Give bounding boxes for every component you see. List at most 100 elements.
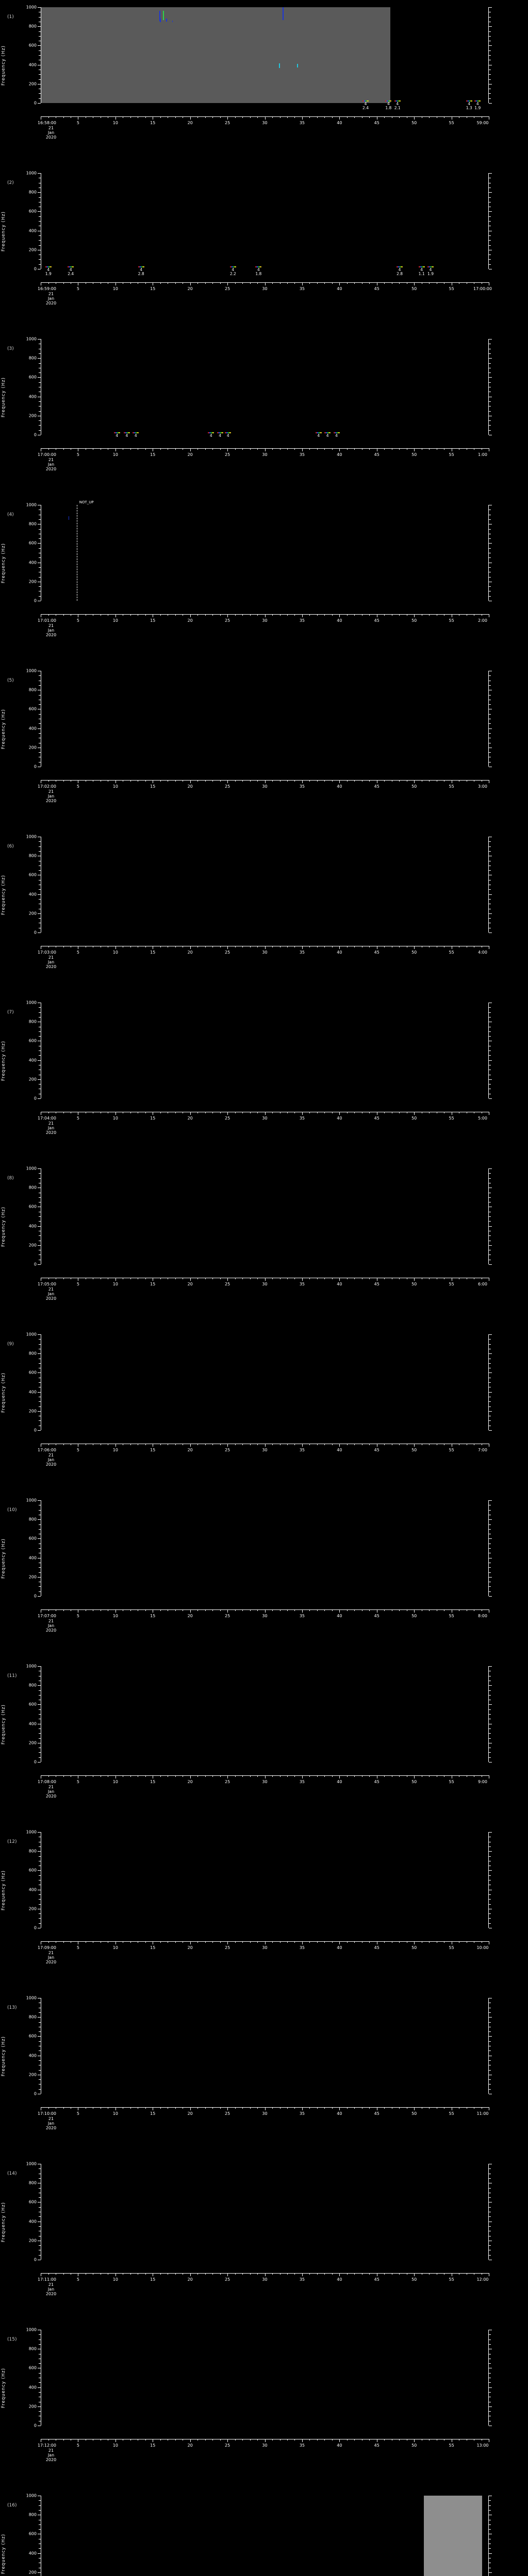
detection-marker: 4 2.4 bbox=[362, 100, 369, 110]
x-tick-label: 5 bbox=[76, 1614, 79, 1618]
x-tick bbox=[429, 1941, 430, 1943]
x-tick-label: 40 bbox=[337, 452, 342, 457]
y-tick bbox=[38, 103, 41, 104]
y-tick-label: 0 bbox=[34, 1096, 37, 1101]
x-tick bbox=[242, 1278, 243, 1279]
x-tick-label: 55 bbox=[449, 1448, 454, 1452]
x-axis-start-label: 17:01:00 bbox=[38, 618, 56, 623]
x-tick-label: 50 bbox=[411, 1780, 417, 1784]
y-tick-label: 800 bbox=[28, 1019, 37, 1024]
x-tick bbox=[205, 448, 206, 450]
y-tick bbox=[39, 1567, 41, 1568]
x-tick bbox=[384, 780, 385, 782]
x-axis-end-label: 1:00 bbox=[478, 452, 487, 457]
x-tick bbox=[287, 282, 288, 284]
x-tick bbox=[63, 2439, 64, 2441]
y-tick bbox=[38, 211, 41, 212]
x-tick-label: 20 bbox=[187, 1614, 193, 1618]
x-tick bbox=[175, 1941, 176, 1943]
y-tick bbox=[39, 1031, 41, 1032]
x-axis-start-label: 17:09:00 bbox=[38, 1945, 56, 1950]
x-tick-label: 15 bbox=[150, 2277, 156, 2282]
x-tick bbox=[302, 1775, 303, 1778]
x-tick bbox=[212, 116, 213, 118]
y-tick-label: 1000 bbox=[26, 1000, 37, 1005]
x-tick bbox=[190, 1775, 191, 1778]
y-axis-title: Frequency (Hz) bbox=[1, 709, 6, 750]
x-tick bbox=[63, 1775, 64, 1777]
x-axis-end-label: 5:00 bbox=[478, 1116, 487, 1121]
x-tick-label: 10 bbox=[112, 784, 118, 789]
x-tick bbox=[294, 1941, 295, 1943]
detection-color-bar bbox=[474, 100, 481, 101]
x-tick bbox=[339, 448, 340, 451]
x-tick bbox=[369, 2439, 370, 2441]
y-tick bbox=[39, 1690, 41, 1691]
y-tick-right bbox=[489, 675, 491, 676]
x-tick bbox=[272, 1444, 273, 1445]
y-tick bbox=[39, 425, 41, 426]
x-tick-label: 5 bbox=[76, 618, 79, 623]
x-tick-label: 5 bbox=[76, 1448, 79, 1452]
plot-background bbox=[41, 1003, 489, 1098]
y-tick-label: 600 bbox=[28, 706, 37, 711]
panel-12: (12) Frequency (Hz) 0 200 400 600 800 1000 17:09… bbox=[0, 1825, 528, 1991]
y-tick-right bbox=[489, 363, 491, 364]
y-tick bbox=[39, 2245, 41, 2246]
x-tick bbox=[250, 1444, 251, 1445]
y-tick-right bbox=[489, 2406, 492, 2407]
x-tick bbox=[190, 282, 191, 285]
x-tick-label: 40 bbox=[337, 1614, 342, 1618]
x-tick bbox=[346, 1444, 348, 1445]
x-tick bbox=[414, 2107, 415, 2110]
x-tick-label: 25 bbox=[224, 618, 230, 623]
detection-color-bar bbox=[333, 432, 340, 433]
x-axis-date-stack: 21 Jan 2020 bbox=[45, 1121, 57, 1135]
x-tick bbox=[287, 1444, 288, 1445]
y-tick-label: 600 bbox=[28, 1536, 37, 1541]
x-tick bbox=[287, 1941, 288, 1943]
y-tick bbox=[39, 1050, 41, 1051]
detection-color-bar bbox=[45, 266, 52, 267]
y-axis-spine-right bbox=[488, 1168, 489, 1264]
x-tick bbox=[235, 1609, 236, 1611]
detection-marker: 4 1.9 bbox=[474, 100, 481, 110]
y-tick-label: 0 bbox=[34, 2257, 37, 2262]
y-tick-label: 1000 bbox=[26, 668, 37, 673]
x-tick bbox=[346, 282, 348, 284]
x-tick-label: 55 bbox=[449, 1780, 454, 1784]
y-tick bbox=[39, 221, 41, 222]
y-tick bbox=[39, 1339, 41, 1340]
x-tick bbox=[317, 448, 318, 450]
y-tick-right bbox=[489, 245, 491, 246]
y-tick-right bbox=[489, 1226, 492, 1227]
panel-number-label: (1) bbox=[7, 14, 14, 20]
y-tick-right bbox=[489, 694, 491, 696]
y-tick-right bbox=[489, 1752, 491, 1753]
x-tick bbox=[145, 1775, 146, 1777]
y-tick-right bbox=[489, 1036, 491, 1037]
y-tick bbox=[39, 2392, 41, 2393]
y-tick-label: 200 bbox=[28, 1409, 37, 1414]
y-tick-right bbox=[489, 870, 491, 871]
x-tick bbox=[309, 1941, 310, 1943]
y-tick-right bbox=[489, 1851, 492, 1852]
x-tick bbox=[197, 2439, 199, 2441]
x-tick bbox=[160, 614, 161, 616]
x-tick bbox=[175, 1775, 176, 1777]
x-tick-label: 55 bbox=[449, 950, 454, 955]
x-tick bbox=[235, 946, 236, 947]
x-tick bbox=[257, 116, 258, 118]
y-tick-right bbox=[489, 1894, 491, 1895]
x-axis-end-label: 10:00 bbox=[476, 1945, 489, 1950]
x-tick bbox=[317, 2273, 318, 2275]
y-tick-label: 0 bbox=[34, 432, 37, 437]
y-tick bbox=[39, 2188, 41, 2189]
x-axis-date-stack: 21 Jan 2020 bbox=[45, 126, 57, 140]
y-tick bbox=[39, 2510, 41, 2511]
x-tick bbox=[399, 1775, 400, 1777]
y-tick bbox=[39, 1036, 41, 1037]
detection-count: 4 bbox=[226, 433, 229, 438]
x-tick bbox=[130, 2107, 131, 2109]
